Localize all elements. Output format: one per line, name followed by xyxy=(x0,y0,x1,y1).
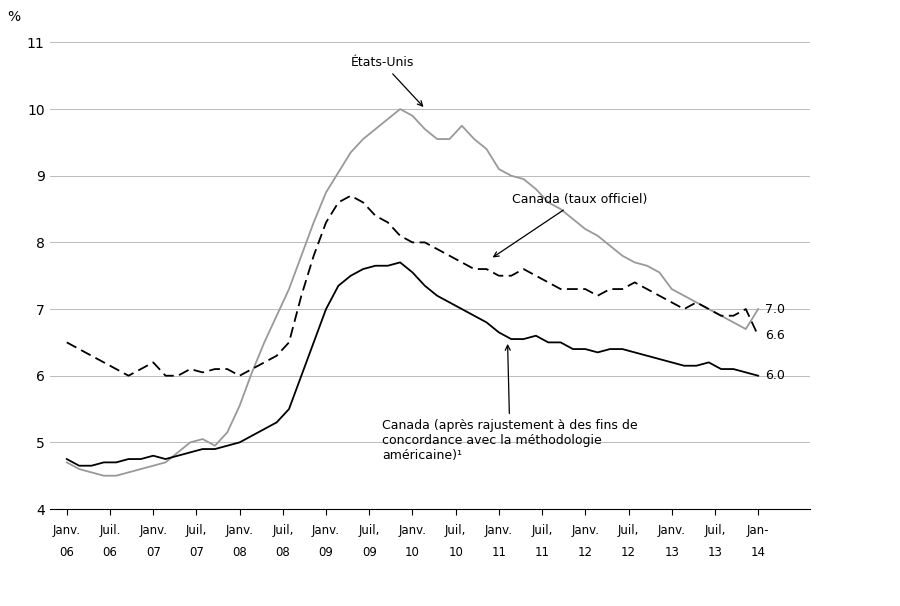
Text: Juil,: Juil, xyxy=(531,524,553,537)
Text: 13: 13 xyxy=(664,547,680,559)
Text: Janv.: Janv. xyxy=(312,524,340,537)
Text: Juil,: Juil, xyxy=(358,524,380,537)
Text: Canada (après rajustement à des fins de
concordance avec la méthodologie
américa: Canada (après rajustement à des fins de … xyxy=(382,345,638,462)
Text: Juil,: Juil, xyxy=(704,524,725,537)
Text: 10: 10 xyxy=(405,547,420,559)
Text: 09: 09 xyxy=(362,547,377,559)
Text: Janv.: Janv. xyxy=(53,524,81,537)
Text: Janv.: Janv. xyxy=(399,524,427,537)
Text: 09: 09 xyxy=(319,547,334,559)
Text: Juil.: Juil. xyxy=(99,524,121,537)
Text: Janv.: Janv. xyxy=(226,524,254,537)
Text: Janv.: Janv. xyxy=(572,524,599,537)
Text: Canada (taux officiel): Canada (taux officiel) xyxy=(494,193,647,257)
Text: 06: 06 xyxy=(59,547,74,559)
Text: Juil,: Juil, xyxy=(617,524,639,537)
Text: 08: 08 xyxy=(275,547,290,559)
Text: 07: 07 xyxy=(189,547,204,559)
Text: 7.0: 7.0 xyxy=(765,302,785,316)
Text: 12: 12 xyxy=(621,547,636,559)
Text: 06: 06 xyxy=(103,547,117,559)
Text: Janv.: Janv. xyxy=(658,524,686,537)
Text: 12: 12 xyxy=(578,547,593,559)
Text: Janv.: Janv. xyxy=(140,524,167,537)
Text: %: % xyxy=(8,10,21,24)
Text: Jan-: Jan- xyxy=(747,524,770,537)
Text: Juil,: Juil, xyxy=(445,524,466,537)
Text: Janv.: Janv. xyxy=(485,524,513,537)
Text: 13: 13 xyxy=(707,547,723,559)
Text: 11: 11 xyxy=(491,547,507,559)
Text: Juil,: Juil, xyxy=(272,524,293,537)
Text: 07: 07 xyxy=(146,547,160,559)
Text: 08: 08 xyxy=(232,547,247,559)
Text: États-Unis: États-Unis xyxy=(350,56,423,106)
Text: 6.0: 6.0 xyxy=(765,369,785,382)
Text: 6.6: 6.6 xyxy=(765,329,785,342)
Text: 14: 14 xyxy=(751,547,766,559)
Text: 10: 10 xyxy=(448,547,464,559)
Text: 11: 11 xyxy=(535,547,550,559)
Text: Juil,: Juil, xyxy=(185,524,207,537)
